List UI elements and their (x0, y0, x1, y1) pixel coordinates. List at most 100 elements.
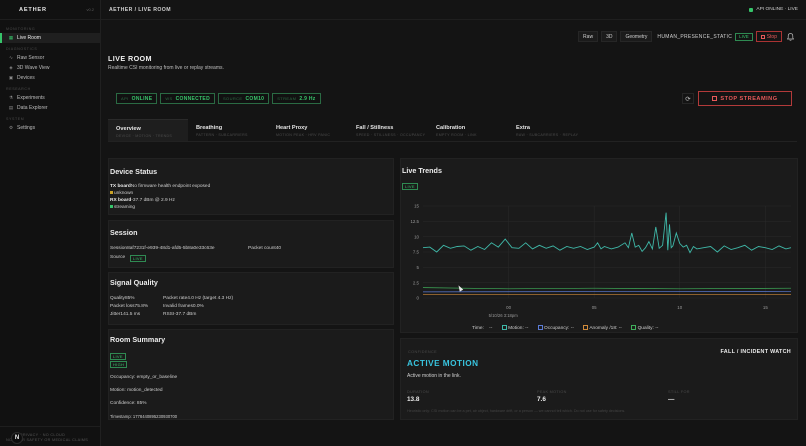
sidebar-item-raw-sensor[interactable]: ∿ Raw Sensor (0, 53, 100, 63)
brand-version: v0.2 (86, 7, 94, 12)
refresh-icon[interactable]: ⟳ (682, 93, 694, 104)
tx-board-row: TX boardNo firmware health endpoint expo… (110, 184, 210, 189)
status-pills: API ONLINE WS CONNECTED SOURCE COM10 STREAM… (116, 93, 321, 104)
timestamp-text: Timestamp: 1778440895230930700 (110, 414, 178, 419)
source-pill: SOURCE COM10 (217, 93, 270, 104)
session-id-row: Session8af7231f-e939-48d1-afd5-5b8a0e33c… (110, 246, 215, 251)
room-live-badge: LIVE (110, 353, 126, 360)
brand-name: AETHER (19, 6, 47, 13)
stop-streaming-label: STOP STREAMING (720, 95, 778, 102)
sidebar-section-research: RESEARCH (6, 87, 31, 91)
tab-sublabel: DEVICE · MOTION · TRENDS (116, 134, 173, 138)
tab-bar: Overview DEVICE · MOTION · TRENDS Breathi… (108, 119, 797, 142)
sidebar-item-live-room[interactable]: ▦ Live Room (0, 33, 100, 43)
stop-button-label: Stop (766, 33, 777, 40)
room-summary-panel: Room Summary LIVE HIGH Occupancy: empty_… (108, 329, 394, 420)
tab-sublabel: MOTION PEAK · HRV PANIC (276, 133, 331, 137)
jitter-metric: Jitter141.5 ms (110, 312, 140, 317)
source-live-badge: LIVE (130, 255, 146, 262)
device-status-panel: Device Status TX boardNo firmware health… (108, 158, 394, 215)
legend-anomaly-swatch[interactable] (583, 325, 589, 330)
rx-state: streaming (114, 205, 136, 210)
metric-duration-label: DURATION (407, 390, 429, 394)
tab-fall-stillness[interactable]: Fall / Stillness SPEED · STILLNESS · OCCU… (348, 119, 428, 141)
source-label: Source (110, 255, 126, 260)
avatar[interactable]: N (11, 432, 23, 444)
legend-motion-swatch[interactable] (501, 325, 507, 330)
pulse-icon: ∿ (9, 55, 13, 60)
tab-sublabel: PATTERN · SUBCARRIERS (196, 133, 248, 137)
tab-extra[interactable]: Extra RAW · SUBCARRIERS · REPLAY (508, 119, 588, 141)
sidebar-item-data-explorer[interactable]: ▤ Data Explorer (0, 103, 100, 113)
legend-occupancy-swatch[interactable] (537, 325, 543, 330)
source-row: Source (110, 255, 125, 260)
mode-label: HUMAN_PRESENCE_STATIC (657, 33, 733, 40)
metric-label: RSSI (163, 312, 175, 317)
x-tick-label: 10 (677, 305, 682, 310)
3d-button[interactable]: 3D (601, 31, 618, 42)
series-line-quality (422, 287, 792, 290)
main-content: AETHER / LIVE ROOM API ONLINE · LIVE Raw… (101, 0, 806, 446)
tx-board-value: No firmware health endpoint exposed (130, 184, 211, 189)
bell-icon[interactable] (785, 31, 796, 42)
packet-count-value: 40 (275, 246, 282, 251)
y-tick-label: 15 (414, 204, 419, 209)
stop-streaming-button[interactable]: STOP STREAMING (698, 91, 792, 106)
metric-label: Quality (110, 296, 125, 301)
motion-text: Motion: motion_detected (110, 388, 163, 393)
metric-label: Packet loss (110, 304, 135, 309)
metric-peak-label: PEAK MOTION (537, 390, 567, 394)
status-dot-icon (749, 7, 754, 12)
sidebar-item-label: 3D Wave View (17, 65, 50, 71)
metric-still-label: STILL FOR (668, 390, 690, 394)
packet-count-label: Packet count (248, 246, 276, 251)
sidebar-item-label: Settings (17, 125, 36, 131)
signal-quality-panel: Signal Quality Quality85% Packet rate4.0… (108, 272, 394, 325)
raw-button[interactable]: Raw (578, 31, 599, 42)
tab-calibration[interactable]: Calibration EMPTY ROOM · LINK (428, 119, 508, 141)
metric-duration-value: 13.8 (407, 396, 420, 403)
flask-icon: ⚗ (8, 95, 14, 100)
legend-quality-label: Quality: (637, 325, 654, 331)
legend-motion-label: Motion: (508, 325, 524, 331)
footer-privacy-text: PRIVACY · NO CLOUD (20, 433, 66, 437)
packet-count-row: Packet count40 (248, 246, 281, 251)
metric-value: 75.8% (134, 304, 149, 309)
stop-button[interactable]: Stop (755, 31, 782, 42)
session-panel: Session Session8af7231f-e939-48d1-afd5-5… (108, 220, 394, 268)
alert-corner-title: FALL / INCIDENT WATCH (720, 349, 791, 355)
room-summary-title: Room Summary (110, 335, 166, 344)
legend-anomaly-label: Anomaly /18: (589, 325, 618, 331)
rx-board-label: RX board (110, 198, 132, 203)
page-subtitle: Realtime CSI monitoring from live or rep… (108, 65, 224, 71)
session-id-value: 8af7231f-e939-48d1-afd5-5b8a0e33c63e (127, 246, 215, 251)
y-tick-label: 10 (414, 234, 419, 239)
tx-state-row: unknown (110, 191, 133, 196)
legend-quality-swatch[interactable] (631, 325, 637, 330)
sidebar-section-diagnostics: DIAGNOSTICS (6, 47, 38, 51)
topbar: AETHER / LIVE ROOM API ONLINE · LIVE (101, 0, 806, 20)
table-icon: ▤ (8, 105, 14, 110)
sidebar-item-3d-wave-view[interactable]: ◈ 3D Wave View (0, 63, 100, 73)
alert-kicker: CONFIDENCE (408, 350, 438, 354)
sidebar-item-experiments[interactable]: ⚗ Experiments (0, 93, 100, 103)
rx-board-value: -37.7 dBm @ 2.9 Hz (131, 198, 175, 203)
metric-label: Jitter (110, 312, 121, 317)
tx-board-label: TX board (110, 184, 131, 189)
tab-breathing[interactable]: Breathing PATTERN · SUBCARRIERS (188, 119, 268, 141)
tab-label: Extra (516, 125, 530, 131)
alert-description: Active motion in the link. (407, 373, 461, 379)
sidebar-item-settings[interactable]: ⚙ Settings (0, 123, 100, 133)
tab-heart-proxy[interactable]: Heart Proxy MOTION PEAK · HRV PANIC (268, 119, 348, 141)
sidebar-item-label: Experiments (17, 95, 45, 101)
live-badge: LIVE (735, 32, 753, 41)
pill-key: API (121, 96, 129, 101)
geometry-button[interactable]: Geometry (620, 31, 653, 42)
view-toolbar: Raw 3D Geometry HUMAN_PRESENCE_STATIC LI… (578, 31, 796, 42)
sidebar-item-devices[interactable]: ▣ Devices (0, 73, 100, 83)
tab-overview[interactable]: Overview DEVICE · MOTION · TRENDS (108, 119, 188, 141)
series-line-occupancy (422, 290, 792, 293)
stream-pill: STREAM 2.9 Hz (272, 93, 321, 104)
rx-state-row: streaming (110, 205, 135, 210)
invalid-frames-metric: Invalid frames0.0% (163, 304, 204, 309)
